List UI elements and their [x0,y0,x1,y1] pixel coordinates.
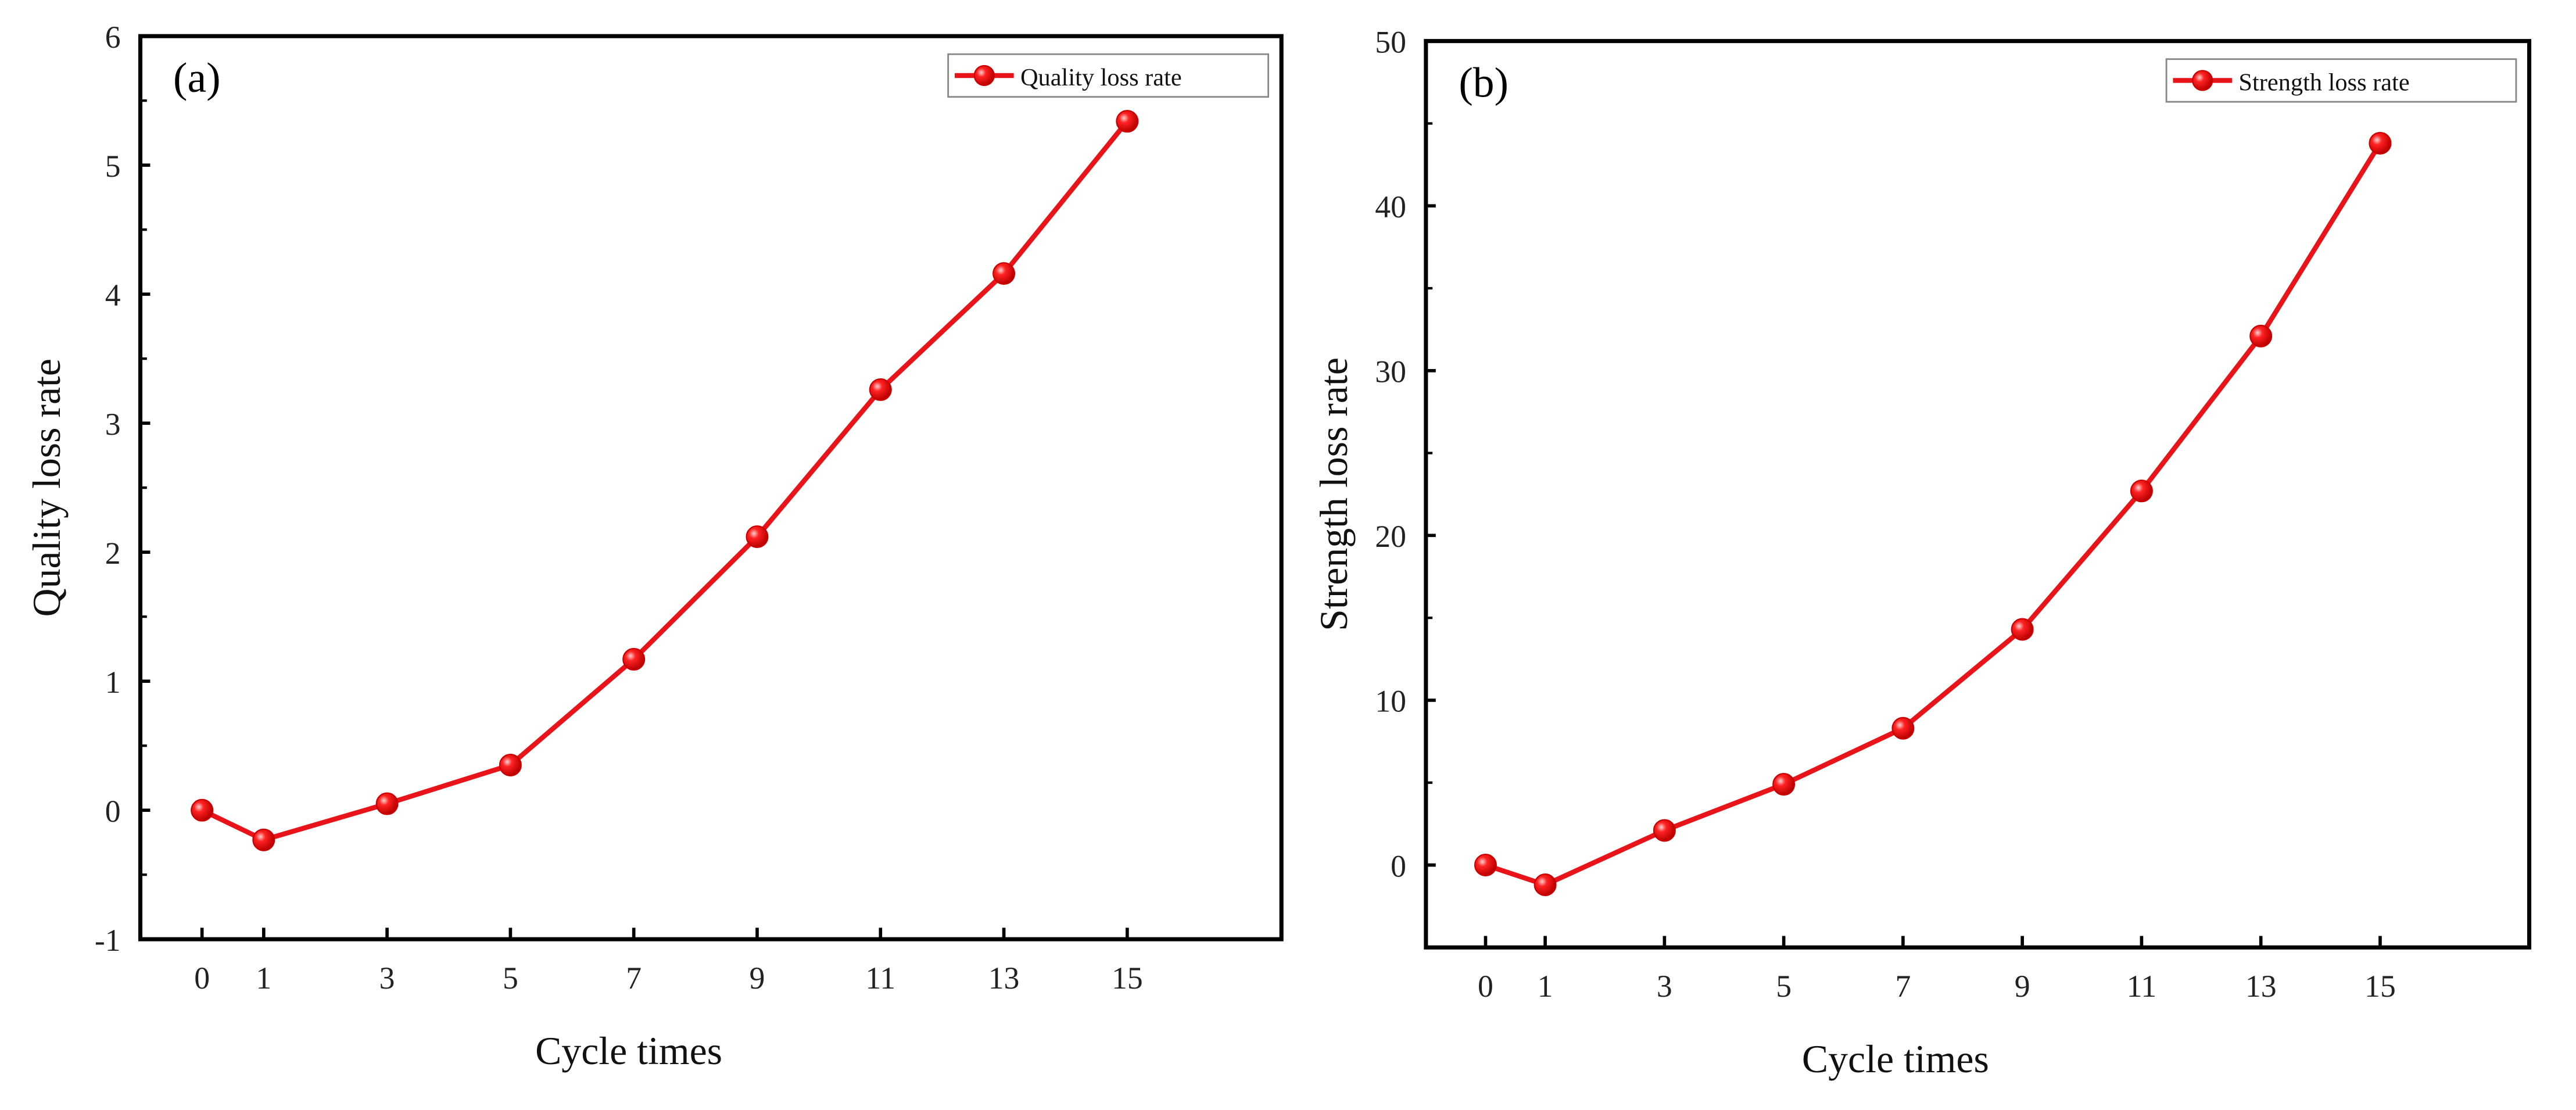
data-point [252,828,275,851]
y-tick-label: 2 [105,536,121,571]
y-tick-label: 20 [1375,519,1406,554]
x-tick-label: 1 [1538,969,1553,1004]
y-tick-label: 1 [105,665,121,700]
data-point [993,262,1016,285]
y-tick-label: 50 [1375,24,1406,59]
y-tick-label: 40 [1375,189,1406,224]
data-point [375,792,399,815]
x-tick-label: 7 [1895,969,1911,1004]
data-point [2249,324,2273,348]
y-tick-label: 3 [105,407,121,442]
y-axis-label: Strength loss rate [1312,357,1356,631]
panel-label: (b) [1459,59,1509,106]
x-axis-label: Cycle times [1802,1037,1989,1081]
data-point [869,378,892,401]
data-point [1772,773,1796,796]
data-point [2369,131,2392,155]
y-tick-label: 30 [1375,355,1406,389]
legend-marker [2192,70,2213,91]
legend-label: Quality loss rate [1020,64,1182,91]
series-line [1485,142,2382,887]
data-point [1116,110,1139,133]
x-tick-label: 7 [626,961,642,996]
y-tick-label: -1 [95,923,121,958]
y-tick-label: 0 [1391,848,1406,883]
x-tick-label: 13 [2245,969,2277,1004]
data-point [746,525,769,549]
legend-label: Strength loss rate [2238,69,2409,96]
data-point [191,799,214,822]
x-tick-label: 5 [1776,969,1792,1004]
x-tick-label: 13 [988,961,1020,996]
x-tick-label: 3 [379,961,395,996]
y-tick-label: 0 [105,794,121,829]
plot-frame [138,34,1284,941]
legend-marker [973,65,995,87]
x-axis-label: Cycle times [535,1029,722,1073]
plot-frame [1424,39,2532,950]
x-tick-label: 1 [256,961,271,996]
data-point [2011,618,2034,641]
x-tick-label: 15 [2364,969,2396,1004]
data-point [1891,717,1915,740]
data-point [1534,873,1557,897]
y-tick-label: 10 [1375,684,1406,719]
y-tick-label: 6 [105,20,121,55]
x-tick-label: 3 [1657,969,1672,1004]
data-point [499,753,522,776]
x-tick-label: 11 [2127,969,2157,1004]
x-tick-label: 15 [1112,961,1143,996]
y-tick-label: 5 [105,149,121,184]
y-tick-label: 4 [105,278,121,313]
data-point [2130,479,2153,503]
y-axis-label: Quality loss rate [25,359,69,617]
x-tick-label: 0 [1478,969,1493,1004]
x-tick-label: 5 [503,961,518,996]
x-tick-label: 9 [750,961,765,996]
x-tick-label: 0 [194,961,210,996]
series-line [200,120,1130,843]
data-point [1474,853,1497,876]
panel-label: (a) [173,54,221,101]
data-point [622,647,646,671]
data-point [1653,819,1676,842]
x-tick-label: 11 [865,961,895,996]
x-tick-label: 9 [2015,969,2030,1004]
